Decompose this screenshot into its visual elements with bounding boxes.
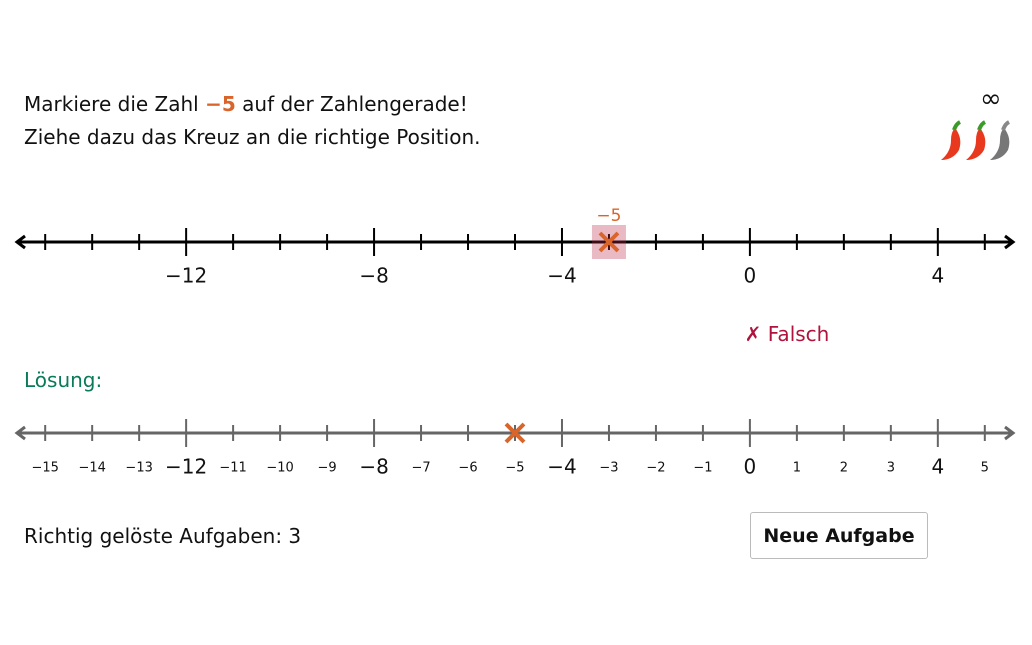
feedback-text: Falsch	[768, 322, 830, 346]
tick-label: 1	[793, 461, 801, 476]
feedback-icon: ✗	[745, 322, 762, 346]
cross	[598, 231, 620, 253]
difficulty-icons	[941, 120, 1010, 160]
tick-label: −12	[165, 455, 207, 479]
tick-label: −9	[317, 461, 336, 476]
tick-label: −4	[547, 264, 576, 288]
tick-label: −4	[547, 455, 576, 479]
task-suffix: auf der Zahlengerade!	[242, 92, 468, 116]
tick-label: −13	[125, 461, 152, 476]
feedback: ✗ Falsch	[745, 322, 830, 346]
chili	[941, 128, 961, 160]
arrow-left	[14, 425, 26, 441]
score: Richtig gelöste Aufgaben: 3	[24, 524, 301, 548]
chili	[990, 128, 1010, 160]
placed-label: −5	[596, 206, 621, 226]
chili-stem	[1001, 120, 1010, 131]
tick-label: −14	[78, 461, 105, 476]
tick-label: 0	[744, 264, 757, 288]
tick-label: −12	[165, 264, 207, 288]
tick-label: −7	[411, 461, 430, 476]
tick-label: −8	[359, 455, 388, 479]
solution-heading: Lösung:	[24, 368, 103, 392]
tick-label: −15	[31, 461, 58, 476]
tick-label: 0	[744, 455, 757, 479]
score-text: Richtig gelöste Aufgaben:	[24, 524, 283, 548]
arrow-right	[1004, 425, 1016, 441]
tick-label: −2	[646, 461, 665, 476]
difficulty-symbol: ∞	[980, 84, 1002, 114]
tick-label: −11	[219, 461, 246, 476]
task-number: −5	[205, 92, 236, 116]
task-line-1: Markiere die Zahl −5 auf der Zahlengerad…	[24, 92, 468, 116]
new-task-button[interactable]: Neue Aufgabe	[750, 512, 928, 559]
tick-label: −5	[505, 461, 524, 476]
tick-label: 3	[887, 461, 895, 476]
task-line-2: Ziehe dazu das Kreuz an die richtige Pos…	[24, 125, 481, 149]
chili-stem	[952, 120, 986, 131]
task-prefix: Markiere die Zahl	[24, 92, 199, 116]
tick-label: 5	[981, 461, 989, 476]
arrow-left	[14, 234, 26, 250]
tick-label: 2	[840, 461, 848, 476]
tick-label: −10	[266, 461, 293, 476]
tick-label: −3	[599, 461, 618, 476]
cross	[504, 422, 526, 444]
tick-label: 4	[931, 455, 944, 479]
tick-label: −1	[693, 461, 712, 476]
arrow-right	[1004, 234, 1016, 250]
tick-label: −6	[458, 461, 477, 476]
chili	[966, 128, 986, 160]
score-value: 3	[288, 524, 302, 548]
tick-label: 4	[931, 264, 944, 288]
tick-label: −8	[359, 264, 388, 288]
